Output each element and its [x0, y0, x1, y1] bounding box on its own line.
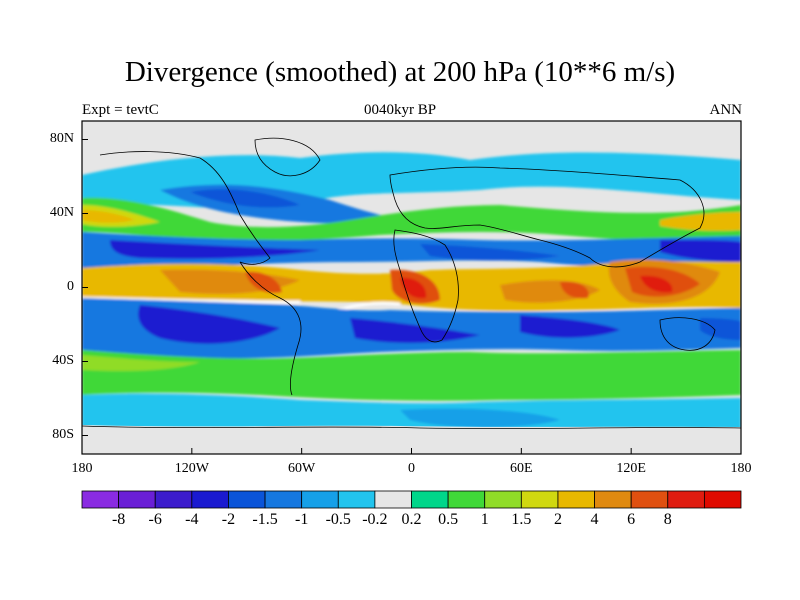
colorbar-label: -0.5: [325, 511, 351, 528]
colorbar-swatch: [301, 490, 339, 509]
season-label: ANN: [709, 102, 743, 118]
lon-tick-label: 180: [71, 461, 93, 476]
colorbar-swatch: [81, 490, 120, 509]
lat-tick-label: 40S: [52, 352, 74, 368]
lon-tick-label: 60E: [510, 461, 533, 476]
colorbar-swatch: [228, 490, 266, 509]
lon-tick-label: 120E: [616, 461, 646, 476]
colorbar-label: -8: [111, 511, 126, 528]
colorbar-label: 6: [627, 511, 636, 528]
field-layer: [82, 121, 741, 454]
time-label: 0040kyr BP: [363, 102, 437, 118]
experiment-label: Expt = tevtC: [82, 102, 159, 118]
lon-tick-label: 120W: [174, 461, 209, 476]
colorbar-label: -6: [148, 511, 162, 528]
colorbar-swatch: [154, 490, 193, 509]
axis-ticks: [81, 139, 742, 454]
colorbar-label: -4: [185, 511, 199, 528]
plot-title: Divergence (smoothed) at 200 hPa (10**6 …: [124, 56, 676, 88]
colorbar-swatch: [411, 490, 449, 509]
colorbar-swatch: [337, 490, 376, 509]
lon-tick-label: 0: [408, 461, 415, 476]
colorbar-swatch: [630, 490, 669, 509]
colorbar-swatch: [703, 490, 742, 509]
colorbar-swatch: [118, 490, 156, 509]
colorbar-label: 0.5: [438, 511, 459, 528]
colorbar-swatch: [264, 490, 303, 509]
colorbar-label: 4: [590, 511, 599, 528]
colorbar-swatch: [594, 490, 632, 509]
lat-tick-label: 80S: [52, 426, 74, 442]
colorbar-swatch: [667, 490, 705, 509]
colorbar-label: -2: [221, 511, 236, 528]
colorbar-label: -0.2: [362, 511, 388, 528]
colorbar-swatch: [374, 490, 412, 509]
colorbar-swatch: [447, 490, 486, 509]
lat-tick-label: 40N: [49, 204, 74, 220]
colorbar: [81, 490, 742, 509]
lat-tick-label: 0: [67, 278, 74, 294]
colorbar-swatch: [557, 490, 595, 509]
colorbar-swatch: [484, 490, 522, 509]
lon-tick-label: 180: [730, 461, 752, 476]
coastlines: [82, 137, 741, 429]
colorbar-label: 1.5: [511, 511, 532, 528]
colorbar-label: 2: [553, 511, 562, 528]
colorbar-label: 1: [480, 511, 489, 528]
colorbar-label: 8: [663, 511, 672, 528]
lon-tick-label: 60W: [288, 461, 316, 476]
colorbar-label: 0.2: [401, 511, 422, 528]
colorbar-label: -1: [294, 511, 309, 528]
lat-tick-label: 80N: [49, 130, 74, 146]
colorbar-label: -1.5: [252, 511, 278, 528]
colorbar-swatch: [191, 490, 229, 509]
colorbar-swatch: [520, 490, 559, 509]
